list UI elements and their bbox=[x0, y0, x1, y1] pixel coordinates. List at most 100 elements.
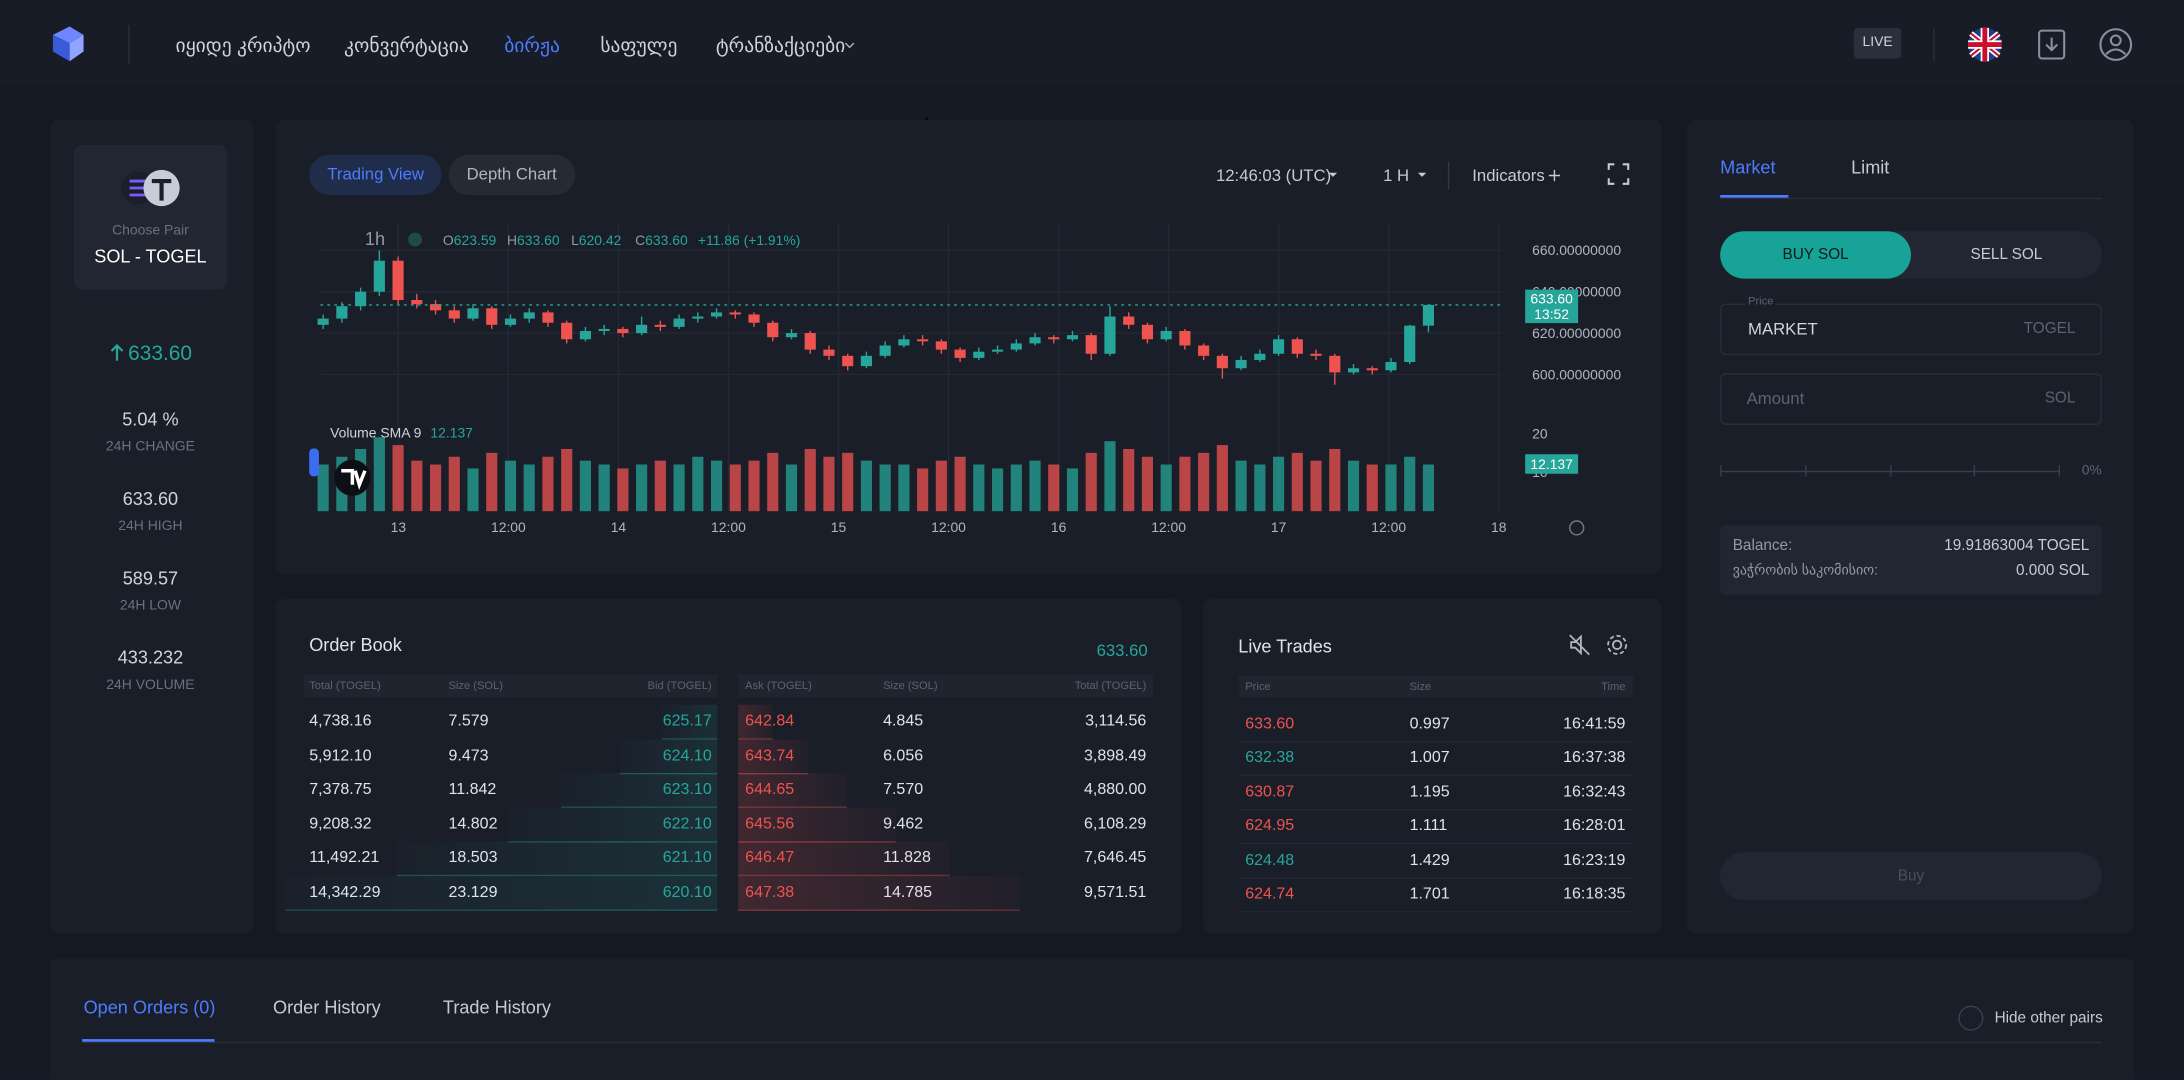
stat-label: 24H HIGH bbox=[118, 518, 183, 535]
ohlc-key: H bbox=[507, 232, 517, 248]
candle-body bbox=[823, 349, 835, 356]
history-tab[interactable]: Trade History bbox=[442, 996, 551, 1018]
pair-card[interactable] bbox=[73, 144, 228, 290]
order-book-cell: 7.570 bbox=[883, 781, 924, 799]
buy-button[interactable]: BUY SOL bbox=[1720, 231, 1911, 279]
nav-link[interactable]: კონვერტაცია bbox=[344, 34, 469, 57]
volume-sma: 12.137 bbox=[430, 424, 473, 440]
price-input[interactable] bbox=[1720, 303, 2102, 356]
volume-bar bbox=[1366, 464, 1378, 512]
amount-input[interactable] bbox=[1720, 373, 2102, 425]
order-book-cell: 4.845 bbox=[883, 713, 924, 730]
volume-bar bbox=[1010, 464, 1022, 512]
pair-name[interactable]: SOL - TOGEL bbox=[94, 245, 207, 267]
candle-body bbox=[429, 304, 442, 311]
volume-bar bbox=[1160, 464, 1172, 512]
language-flag[interactable] bbox=[1967, 26, 2003, 62]
order-book-cell: 643.74 bbox=[745, 747, 795, 765]
candle-body bbox=[1010, 343, 1022, 350]
order-type-tab[interactable]: Limit bbox=[1851, 156, 1890, 178]
candle-body bbox=[1123, 316, 1135, 325]
candle-body bbox=[692, 316, 704, 319]
nav-link[interactable]: იყიდე კრიპტო bbox=[175, 34, 311, 57]
candle-body bbox=[392, 260, 404, 300]
volume-bar bbox=[1198, 452, 1210, 512]
indicators-button[interactable]: Indicators bbox=[1472, 165, 1545, 186]
volume-bar bbox=[448, 456, 460, 512]
history-tab[interactable]: Order History bbox=[272, 996, 381, 1018]
order-book-cell: 6,108.29 bbox=[1083, 815, 1147, 833]
candle-body bbox=[1235, 359, 1247, 369]
tab-underline bbox=[82, 1039, 215, 1042]
candle-body bbox=[1085, 335, 1097, 354]
order-book-cell: 647.38 bbox=[745, 884, 795, 902]
candle-body bbox=[973, 351, 985, 358]
trade-cell: 1.429 bbox=[1409, 851, 1450, 869]
order-book-header: Size (SOL) bbox=[448, 679, 503, 692]
slider-tick bbox=[1720, 465, 1722, 477]
hide-pairs-checkbox[interactable] bbox=[1958, 1005, 1984, 1031]
nav-link[interactable]: ბირჟა bbox=[504, 34, 560, 57]
volume-bar bbox=[710, 460, 723, 512]
volume-bar bbox=[1254, 464, 1266, 512]
user-icon[interactable] bbox=[2099, 28, 2133, 61]
fee-value: 0.000 SOL bbox=[2016, 562, 2090, 580]
order-type-tab[interactable]: Market bbox=[1720, 156, 1776, 178]
order-book-cell: 644.65 bbox=[745, 781, 795, 799]
volume-bar bbox=[1216, 445, 1228, 512]
bid-depth-bar bbox=[396, 841, 718, 877]
ohlc-value: 620.42 bbox=[579, 232, 622, 248]
row-divider bbox=[1238, 876, 1634, 879]
candle-body bbox=[860, 355, 872, 367]
candle-body bbox=[1404, 325, 1416, 363]
sell-button[interactable]: SELL SOL bbox=[1970, 246, 2043, 264]
history-tab[interactable]: Open Orders (0) bbox=[83, 996, 216, 1018]
order-book-cell: 9,571.51 bbox=[1083, 884, 1147, 902]
order-book-cell: 9.473 bbox=[448, 747, 489, 765]
volume-bar bbox=[1235, 460, 1247, 512]
ask-depth-bar bbox=[738, 807, 896, 843]
chart-tab[interactable]: Depth Chart bbox=[448, 154, 575, 195]
candle-body bbox=[935, 341, 947, 350]
choose-pair-label[interactable]: Choose Pair bbox=[112, 223, 189, 239]
order-book-cell: 5,912.10 bbox=[309, 747, 372, 765]
live-trades-title: Live Trades bbox=[1238, 635, 1332, 657]
order-book-cell: 621.10 bbox=[662, 850, 712, 867]
settings-icon[interactable] bbox=[1606, 634, 1628, 656]
stat-value: 589.57 bbox=[122, 567, 179, 589]
hide-pairs-label[interactable]: Hide other pairs bbox=[1994, 1009, 2103, 1027]
order-book-cell: 624.10 bbox=[662, 747, 712, 765]
ohlc-key: C bbox=[635, 232, 645, 248]
candle-body bbox=[542, 312, 554, 323]
table-header-bg bbox=[738, 674, 1154, 698]
order-book-cell: 11,492.21 bbox=[309, 850, 380, 867]
chart-time[interactable]: 12:46:03 (UTC) bbox=[1215, 165, 1332, 186]
ohlc-change: +11.86 (+1.91%) bbox=[698, 232, 801, 248]
candle-body bbox=[917, 339, 929, 342]
download-icon[interactable] bbox=[2036, 28, 2067, 61]
order-book-cell: 14,342.29 bbox=[309, 884, 381, 902]
nav-link[interactable]: საფულე bbox=[600, 34, 678, 57]
fullscreen-icon[interactable] bbox=[1607, 163, 1630, 185]
mute-icon[interactable] bbox=[1568, 634, 1590, 656]
logo[interactable] bbox=[47, 24, 86, 63]
candle-body bbox=[1029, 337, 1041, 344]
order-book-cell: 23.129 bbox=[448, 884, 498, 902]
candle-body bbox=[411, 299, 423, 305]
candle-body bbox=[1048, 337, 1060, 340]
nav-link[interactable]: ტრანზაქციები bbox=[715, 34, 846, 57]
volume-bar bbox=[1291, 452, 1303, 512]
ask-depth-bar bbox=[738, 841, 950, 877]
order-book-cell: 3,898.49 bbox=[1083, 747, 1147, 765]
chart-tab[interactable]: Trading View bbox=[309, 154, 443, 195]
volume-bar bbox=[579, 460, 591, 512]
stat-label: 24H LOW bbox=[119, 598, 182, 614]
interval-label: 1h bbox=[365, 229, 385, 249]
volume-bar bbox=[935, 460, 947, 512]
order-book-header: Ask (TOGEL) bbox=[745, 679, 812, 692]
submit-button[interactable]: Buy bbox=[1720, 852, 2102, 900]
order-book-panel bbox=[275, 598, 1182, 934]
order-book-cell: 625.17 bbox=[662, 713, 712, 730]
live-badge[interactable]: LIVE bbox=[1853, 27, 1902, 59]
